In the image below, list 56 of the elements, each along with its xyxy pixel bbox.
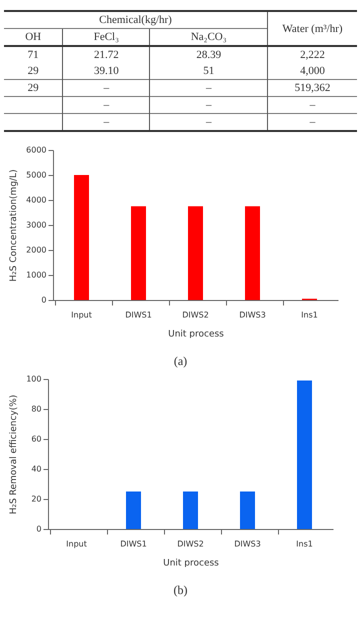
text: Water (m³/hr) bbox=[268, 11, 357, 46]
y-tick-label: 0 bbox=[36, 524, 42, 534]
y-tick-label: 1000 bbox=[26, 270, 46, 280]
x-tick-label: DIWS2 bbox=[182, 310, 209, 320]
text: – bbox=[150, 96, 268, 114]
x-tick-label: Input bbox=[66, 540, 87, 548]
text: 29 bbox=[26, 64, 40, 79]
text: – bbox=[62, 96, 150, 114]
text: – bbox=[150, 114, 268, 131]
text: 39.10 bbox=[62, 63, 150, 80]
text: (b) bbox=[172, 583, 188, 598]
x-tick-label: DIWS2 bbox=[177, 540, 204, 548]
text: Na₂CO₃ bbox=[150, 28, 268, 46]
x-tick-label: DIWS3 bbox=[234, 540, 261, 548]
y-tick-label: 2000 bbox=[26, 246, 46, 254]
text: 4,000 bbox=[268, 63, 357, 80]
y-axis-title: H₂S Removal efficiency(%) bbox=[9, 394, 20, 514]
y-tick-label: 20 bbox=[31, 494, 42, 504]
y-tick-label: 40 bbox=[31, 464, 42, 474]
bar bbox=[188, 206, 203, 300]
y-tick-label: 100 bbox=[26, 374, 42, 384]
text: 51 bbox=[150, 63, 268, 80]
x-tick-label: DIWS1 bbox=[125, 310, 152, 320]
y-tick-label: 4000 bbox=[26, 196, 46, 204]
text: – bbox=[150, 80, 268, 96]
bar bbox=[245, 206, 260, 300]
text: Chemical(kg/hr) bbox=[4, 11, 268, 28]
y-tick-label: 3000 bbox=[26, 220, 46, 230]
text: FeCl₃ bbox=[62, 28, 150, 46]
text: – bbox=[268, 114, 357, 131]
text: – bbox=[268, 96, 357, 114]
text: (a) bbox=[172, 354, 188, 369]
y-tick-label: 80 bbox=[31, 404, 42, 414]
x-tick-label: Ins1 bbox=[296, 540, 313, 548]
text: 29 bbox=[4, 80, 63, 96]
x-axis-title: Unit process bbox=[168, 330, 224, 340]
x-tick-label: Input bbox=[71, 310, 92, 320]
y-tick-label: 60 bbox=[31, 434, 42, 444]
text: 2,222 bbox=[268, 46, 357, 63]
y-tick-label: 5000 bbox=[26, 170, 46, 180]
bar bbox=[131, 206, 146, 300]
x-axis-title: Unit process bbox=[163, 558, 220, 568]
x-tick-label: Ins1 bbox=[301, 310, 318, 320]
y-axis-title: H₂S Concentration(mg/L) bbox=[9, 169, 20, 282]
y-tick-label: 6000 bbox=[26, 146, 46, 154]
x-tick-label: DIWS1 bbox=[120, 540, 147, 548]
text: – bbox=[62, 114, 150, 131]
text: 21.72 bbox=[62, 46, 150, 63]
text: – bbox=[62, 80, 150, 96]
text: 71 bbox=[4, 46, 63, 63]
bar bbox=[74, 175, 89, 300]
text: OH bbox=[4, 28, 63, 46]
y-tick-label: 0 bbox=[41, 296, 46, 304]
x-tick-label: DIWS3 bbox=[239, 310, 266, 320]
text: 519,362 bbox=[268, 80, 357, 96]
text: 28.39 bbox=[150, 46, 268, 63]
